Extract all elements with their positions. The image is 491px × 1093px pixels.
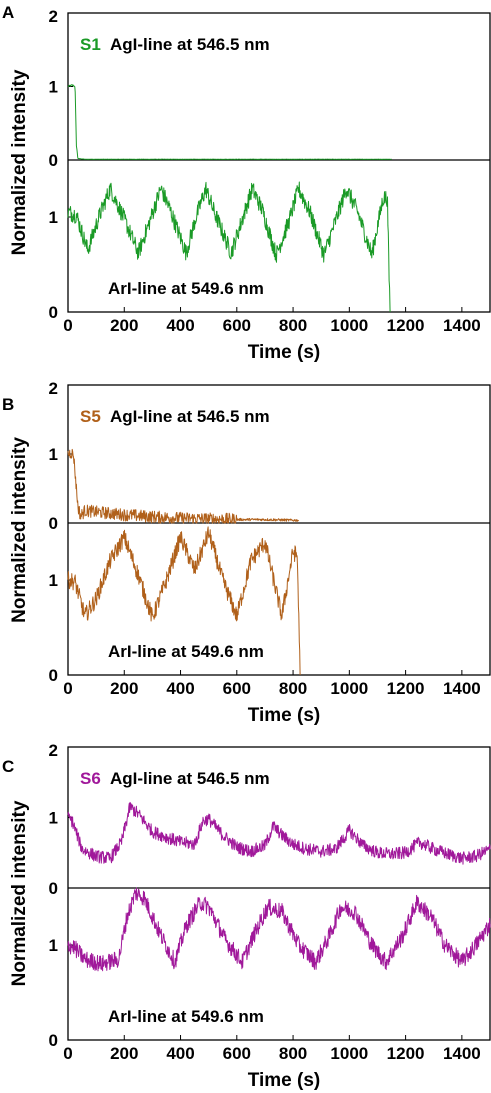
y-tick-label: 0	[49, 1031, 58, 1050]
x-tick-label: 1400	[443, 679, 481, 698]
x-tick-label: 200	[110, 1044, 138, 1063]
series-line	[67, 84, 392, 160]
y-axis-title: Normalized intensity	[9, 800, 30, 986]
y-tick-label: 2	[49, 741, 58, 760]
x-tick-label: 0	[63, 1044, 72, 1063]
line-annotation: AgI-line at 546.5 nm	[110, 35, 270, 54]
line-annotation: AgI-line at 546.5 nm	[110, 769, 270, 788]
x-tick-label: 1200	[387, 1044, 425, 1063]
line-annotation: ArI-line at 549.6 nm	[108, 1007, 264, 1026]
line-annotation: ArI-line at 549.6 nm	[108, 642, 264, 661]
panel-letter: B	[2, 395, 14, 414]
series-line	[67, 801, 491, 865]
sample-label: S5	[80, 407, 101, 426]
x-tick-label: 1200	[387, 679, 425, 698]
sample-label: S1	[80, 35, 101, 54]
x-tick-label: 400	[166, 1044, 194, 1063]
plot-frame	[67, 384, 491, 676]
x-tick-label: 800	[279, 1044, 307, 1063]
x-tick-label: 800	[279, 316, 307, 335]
x-axis-title: Time (s)	[248, 342, 321, 363]
x-tick-label: 1000	[330, 1044, 368, 1063]
x-tick-label: 0	[63, 679, 72, 698]
y-tick-label: 1	[49, 78, 58, 97]
x-tick-label: 600	[223, 1044, 251, 1063]
x-tick-label: 1400	[443, 1044, 481, 1063]
y-axis-title: Normalized intensity	[9, 437, 30, 623]
x-tick-label: 200	[110, 679, 138, 698]
x-tick-label: 1400	[443, 316, 481, 335]
line-annotation: ArI-line at 549.6 nm	[108, 279, 264, 298]
plot-frame	[67, 746, 491, 1041]
x-tick-label: 600	[223, 316, 251, 335]
line-annotation: AgI-line at 546.5 nm	[110, 407, 270, 426]
y-tick-label: 0	[49, 666, 58, 685]
x-tick-label: 1000	[330, 316, 368, 335]
series-line	[67, 448, 300, 524]
y-tick-label: 0	[49, 151, 58, 170]
y-axis-title: Normalized intensity	[9, 69, 30, 255]
x-axis-title: Time (s)	[248, 1070, 321, 1091]
y-tick-label: 0	[49, 303, 58, 322]
y-tick-label: 2	[49, 379, 58, 398]
panel-letter: A	[2, 3, 14, 22]
x-tick-label: 600	[223, 679, 251, 698]
x-tick-label: 1000	[330, 679, 368, 698]
y-tick-label: 0	[49, 514, 58, 533]
x-tick-label: 200	[110, 316, 138, 335]
x-tick-label: 400	[166, 316, 194, 335]
panel-letter: C	[2, 757, 14, 776]
y-tick-label: 1	[49, 445, 58, 464]
plot-frame	[67, 12, 491, 313]
y-tick-label: 2	[49, 7, 58, 26]
y-tick-label: 1	[49, 208, 58, 227]
y-tick-label: 0	[49, 879, 58, 898]
y-tick-label: 1	[49, 571, 58, 590]
x-tick-label: 1200	[387, 316, 425, 335]
y-tick-label: 1	[49, 809, 58, 828]
x-tick-label: 400	[166, 679, 194, 698]
x-axis-title: Time (s)	[248, 705, 321, 726]
x-tick-label: 0	[63, 316, 72, 335]
sample-label: S6	[80, 769, 101, 788]
y-tick-label: 1	[49, 936, 58, 955]
series-line	[67, 181, 391, 313]
x-tick-label: 800	[279, 679, 307, 698]
series-line	[67, 887, 491, 972]
series-line	[67, 526, 301, 676]
